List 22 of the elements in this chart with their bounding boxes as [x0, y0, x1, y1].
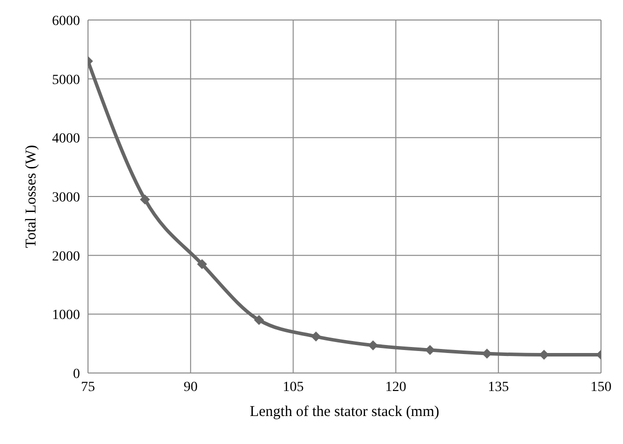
x-tick-label: 75 — [81, 380, 95, 395]
point — [140, 194, 150, 204]
x-axis-title: Length of the stator stack (mm) — [250, 404, 440, 420]
x-tick-label: 150 — [590, 380, 612, 395]
point — [254, 315, 264, 326]
point — [368, 340, 378, 350]
y-axis-title: Total Losses (W) — [23, 144, 40, 248]
y-tick-label: 0 — [73, 366, 80, 382]
y-tick-label: 2000 — [52, 249, 80, 264]
x-tick-label: 105 — [282, 380, 304, 395]
x-tick-label: 120 — [385, 380, 406, 395]
y-tick-label: 6000 — [52, 14, 80, 29]
y-tick-label: 1000 — [52, 308, 80, 324]
y-tick-label: 3000 — [52, 190, 80, 206]
x-tick-label: 135 — [488, 380, 509, 395]
x-tick-label: 90 — [184, 380, 198, 395]
point — [310, 332, 321, 342]
point — [482, 348, 492, 359]
point — [197, 259, 208, 270]
point — [425, 345, 435, 356]
y-tick-label: 5000 — [52, 72, 80, 88]
y-tick-label: 4000 — [52, 132, 80, 147]
